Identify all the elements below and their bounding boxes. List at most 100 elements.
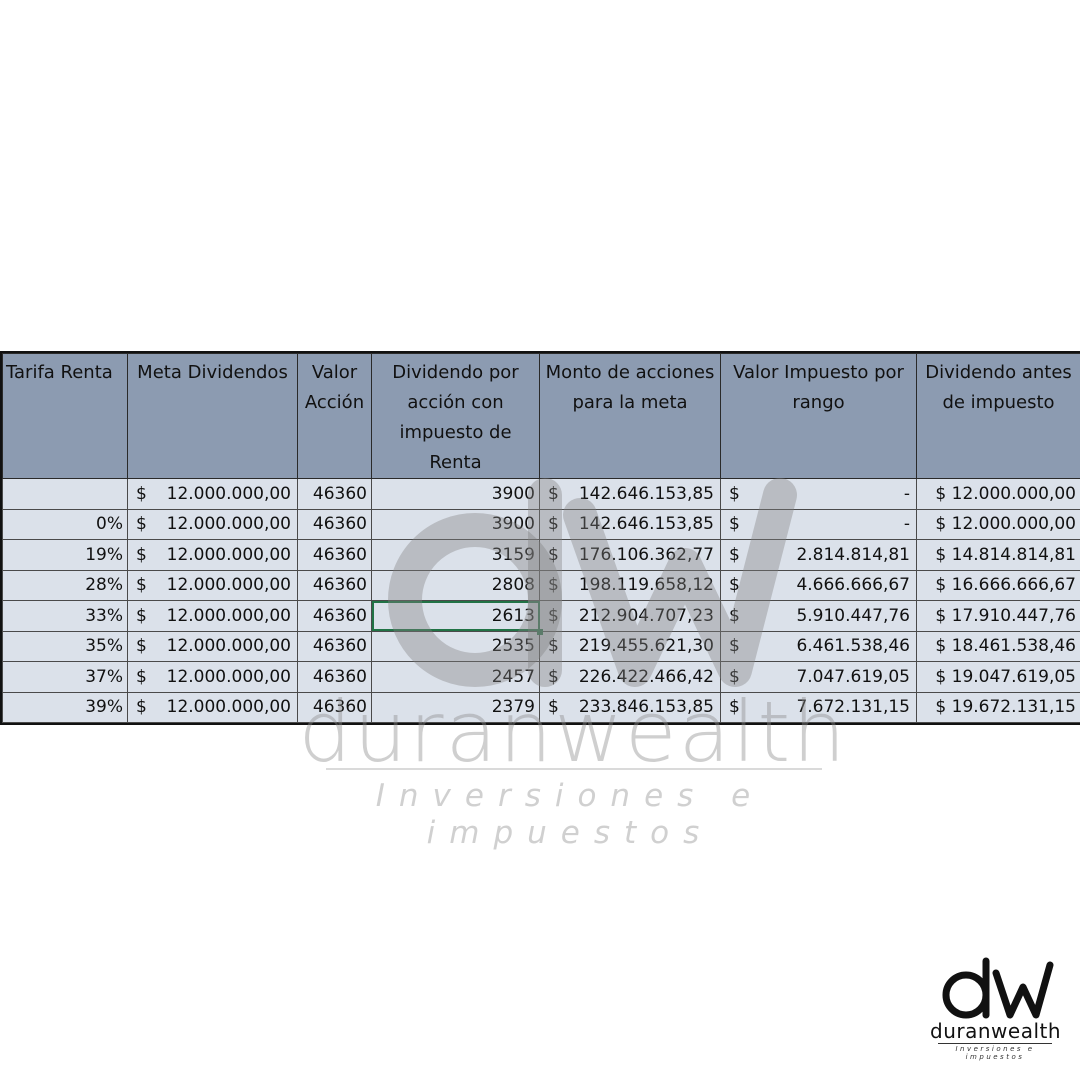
currency-symbol: $ [548,544,559,565]
cell-valor-accion[interactable]: 46360 [297,569,372,601]
cell-tarifa-renta[interactable]: 35% [2,630,128,662]
header-valor-impuesto[interactable]: Valor Impuesto por rango [720,353,917,479]
cell-valor-accion[interactable]: 46360 [297,691,372,723]
watermark-tagline: Inversiones e impuestos [375,778,765,852]
cell-tarifa-renta[interactable]: 28% [2,569,128,601]
header-meta-dividendos[interactable]: Meta Dividendos [127,353,298,479]
cell-meta-dividendos[interactable]: $12.000.000,00 [127,478,298,510]
cell-dividendo-por-accion[interactable]: 2457 [371,661,540,693]
amount-value: 12.000.000,00 [166,514,291,535]
cell-dividendo-antes[interactable]: $ 14.814.814,81 [916,539,1080,571]
cell-monto-acciones[interactable]: $219.455.621,30 [539,630,721,662]
cell-dividendo-antes[interactable]: $ 12.000.000,00 [916,478,1080,510]
currency-symbol: $ [729,514,740,535]
cell-monto-acciones[interactable]: $142.646.153,85 [539,478,721,510]
cell-meta-dividendos[interactable]: $12.000.000,00 [127,539,298,571]
cell-monto-acciones[interactable]: $226.422.466,42 [539,661,721,693]
cell-dividendo-antes[interactable]: $ 17.910.447,76 [916,600,1080,632]
cell-tarifa-renta[interactable]: 0% [2,508,128,540]
dw-logo-icon [942,957,1054,1019]
amount-value: 219.455.621,30 [578,636,714,657]
logo-divider [938,1043,1052,1044]
header-dividendo-antes[interactable]: Dividendo antes de impuesto [916,353,1080,479]
currency-symbol: $ [729,636,740,657]
cell-tarifa-renta[interactable]: 37% [2,661,128,693]
table-row: $12.000.000,00 46360 3900 $142.646.153,85 $ -… [2,478,1080,510]
amount-value: 142.646.153,85 [578,514,714,535]
cell-dividendo-por-accion[interactable]: 2379 [371,691,540,723]
cell-valor-accion[interactable]: 46360 [297,630,372,662]
table-row: 37% $12.000.000,00 46360 2457 $226.422.466,4… [2,661,1080,693]
cell-meta-dividendos[interactable]: $12.000.000,00 [127,569,298,601]
currency-symbol: $ [548,636,559,657]
cell-valor-accion[interactable]: 46360 [297,661,372,693]
cell-valor-impuesto[interactable]: $ - [720,478,917,510]
cell-meta-dividendos[interactable]: $12.000.000,00 [127,630,298,662]
cell-valor-impuesto[interactable]: $7.672.131,15 [720,691,917,723]
cell-dividendo-antes[interactable]: $ 19.672.131,15 [916,691,1080,723]
table-row: 19% $12.000.000,00 46360 3159 $176.106.362,7… [2,539,1080,571]
cell-dividendo-por-accion[interactable]: 2613 [371,600,543,635]
amount-value: - [903,514,910,535]
cell-tarifa-renta[interactable]: 33% [2,600,128,632]
watermark-divider [326,768,822,770]
currency-symbol: $ [548,605,559,626]
table-row: 39% $12.000.000,00 46360 2379 $233.846.153,8… [2,691,1080,723]
amount-value: 7.672.131,15 [796,697,910,718]
cell-dividendo-antes[interactable]: $ 12.000.000,00 [916,508,1080,540]
amount-value: 12.000.000,00 [166,636,291,657]
cell-dividendo-antes[interactable]: $ 19.047.619,05 [916,661,1080,693]
cell-monto-acciones[interactable]: $212.904.707,23 [539,600,721,632]
header-tarifa-renta[interactable]: Tarifa Renta [2,353,128,479]
currency-symbol: $ [136,666,147,687]
cell-valor-accion[interactable]: 46360 [297,478,372,510]
cell-dividendo-por-accion[interactable]: 3900 [371,508,540,540]
cell-dividendo-por-accion[interactable]: 2535 [371,630,540,662]
cell-dividendo-por-accion[interactable]: 2808 [371,569,540,601]
cell-tarifa-renta[interactable]: 19% [2,539,128,571]
amount-value: 6.461.538,46 [796,636,910,657]
amount-value: 12.000.000,00 [166,697,291,718]
cell-dividendo-por-accion[interactable]: 3159 [371,539,540,571]
amount-value: 2.814.814,81 [796,544,910,565]
cell-monto-acciones[interactable]: $176.106.362,77 [539,539,721,571]
cell-monto-acciones[interactable]: $142.646.153,85 [539,508,721,540]
cell-meta-dividendos[interactable]: $12.000.000,00 [127,600,298,632]
cell-valor-impuesto[interactable]: $6.461.538,46 [720,630,917,662]
amount-value: 5.910.447,76 [796,605,910,626]
cell-monto-acciones[interactable]: $233.846.153,85 [539,691,721,723]
header-monto-acciones[interactable]: Monto de acciones para la meta [539,353,721,479]
cell-valor-impuesto[interactable]: $4.666.666,67 [720,569,917,601]
cell-valor-impuesto[interactable]: $2.814.814,81 [720,539,917,571]
cell-valor-impuesto[interactable]: $ - [720,508,917,540]
cell-valor-accion[interactable]: 46360 [297,508,372,540]
currency-symbol: $ [136,636,147,657]
currency-symbol: $ [136,605,147,626]
cell-meta-dividendos[interactable]: $12.000.000,00 [127,508,298,540]
cell-valor-accion[interactable]: 46360 [297,600,372,632]
amount-value: 212.904.707,23 [578,605,714,626]
currency-symbol: $ [729,605,740,626]
cell-tarifa-renta[interactable] [2,478,128,510]
cell-valor-accion[interactable]: 46360 [297,539,372,571]
fill-handle[interactable] [537,628,543,635]
table-body: $12.000.000,00 46360 3900 $142.646.153,85 $ -… [2,478,1080,723]
cell-dividendo-antes[interactable]: $ 16.666.666,67 [916,569,1080,601]
currency-symbol: $ [136,514,147,535]
currency-symbol: $ [136,697,147,718]
amount-value: 7.047.619,05 [796,666,910,687]
header-valor-accion[interactable]: Valor Acción [297,353,372,479]
cell-valor-impuesto[interactable]: $7.047.619,05 [720,661,917,693]
currency-symbol: $ [548,666,559,687]
cell-tarifa-renta[interactable]: 39% [2,691,128,723]
cell-dividendo-por-accion[interactable]: 3900 [371,478,540,510]
cell-meta-dividendos[interactable]: $12.000.000,00 [127,661,298,693]
cell-monto-acciones[interactable]: $198.119.658,12 [539,569,721,601]
header-dividendo-por-accion[interactable]: Dividendo por acción con impuesto de Ren… [371,353,540,479]
table-row: 28% $12.000.000,00 46360 2808 $198.119.658,1… [2,569,1080,601]
cell-dividendo-antes[interactable]: $ 18.461.538,46 [916,630,1080,662]
cell-meta-dividendos[interactable]: $12.000.000,00 [127,691,298,723]
cell-valor-impuesto[interactable]: $5.910.447,76 [720,600,917,632]
table-row: 35% $12.000.000,00 46360 2535 $219.455.621,3… [2,630,1080,662]
amount-value: 226.422.466,42 [578,666,714,687]
